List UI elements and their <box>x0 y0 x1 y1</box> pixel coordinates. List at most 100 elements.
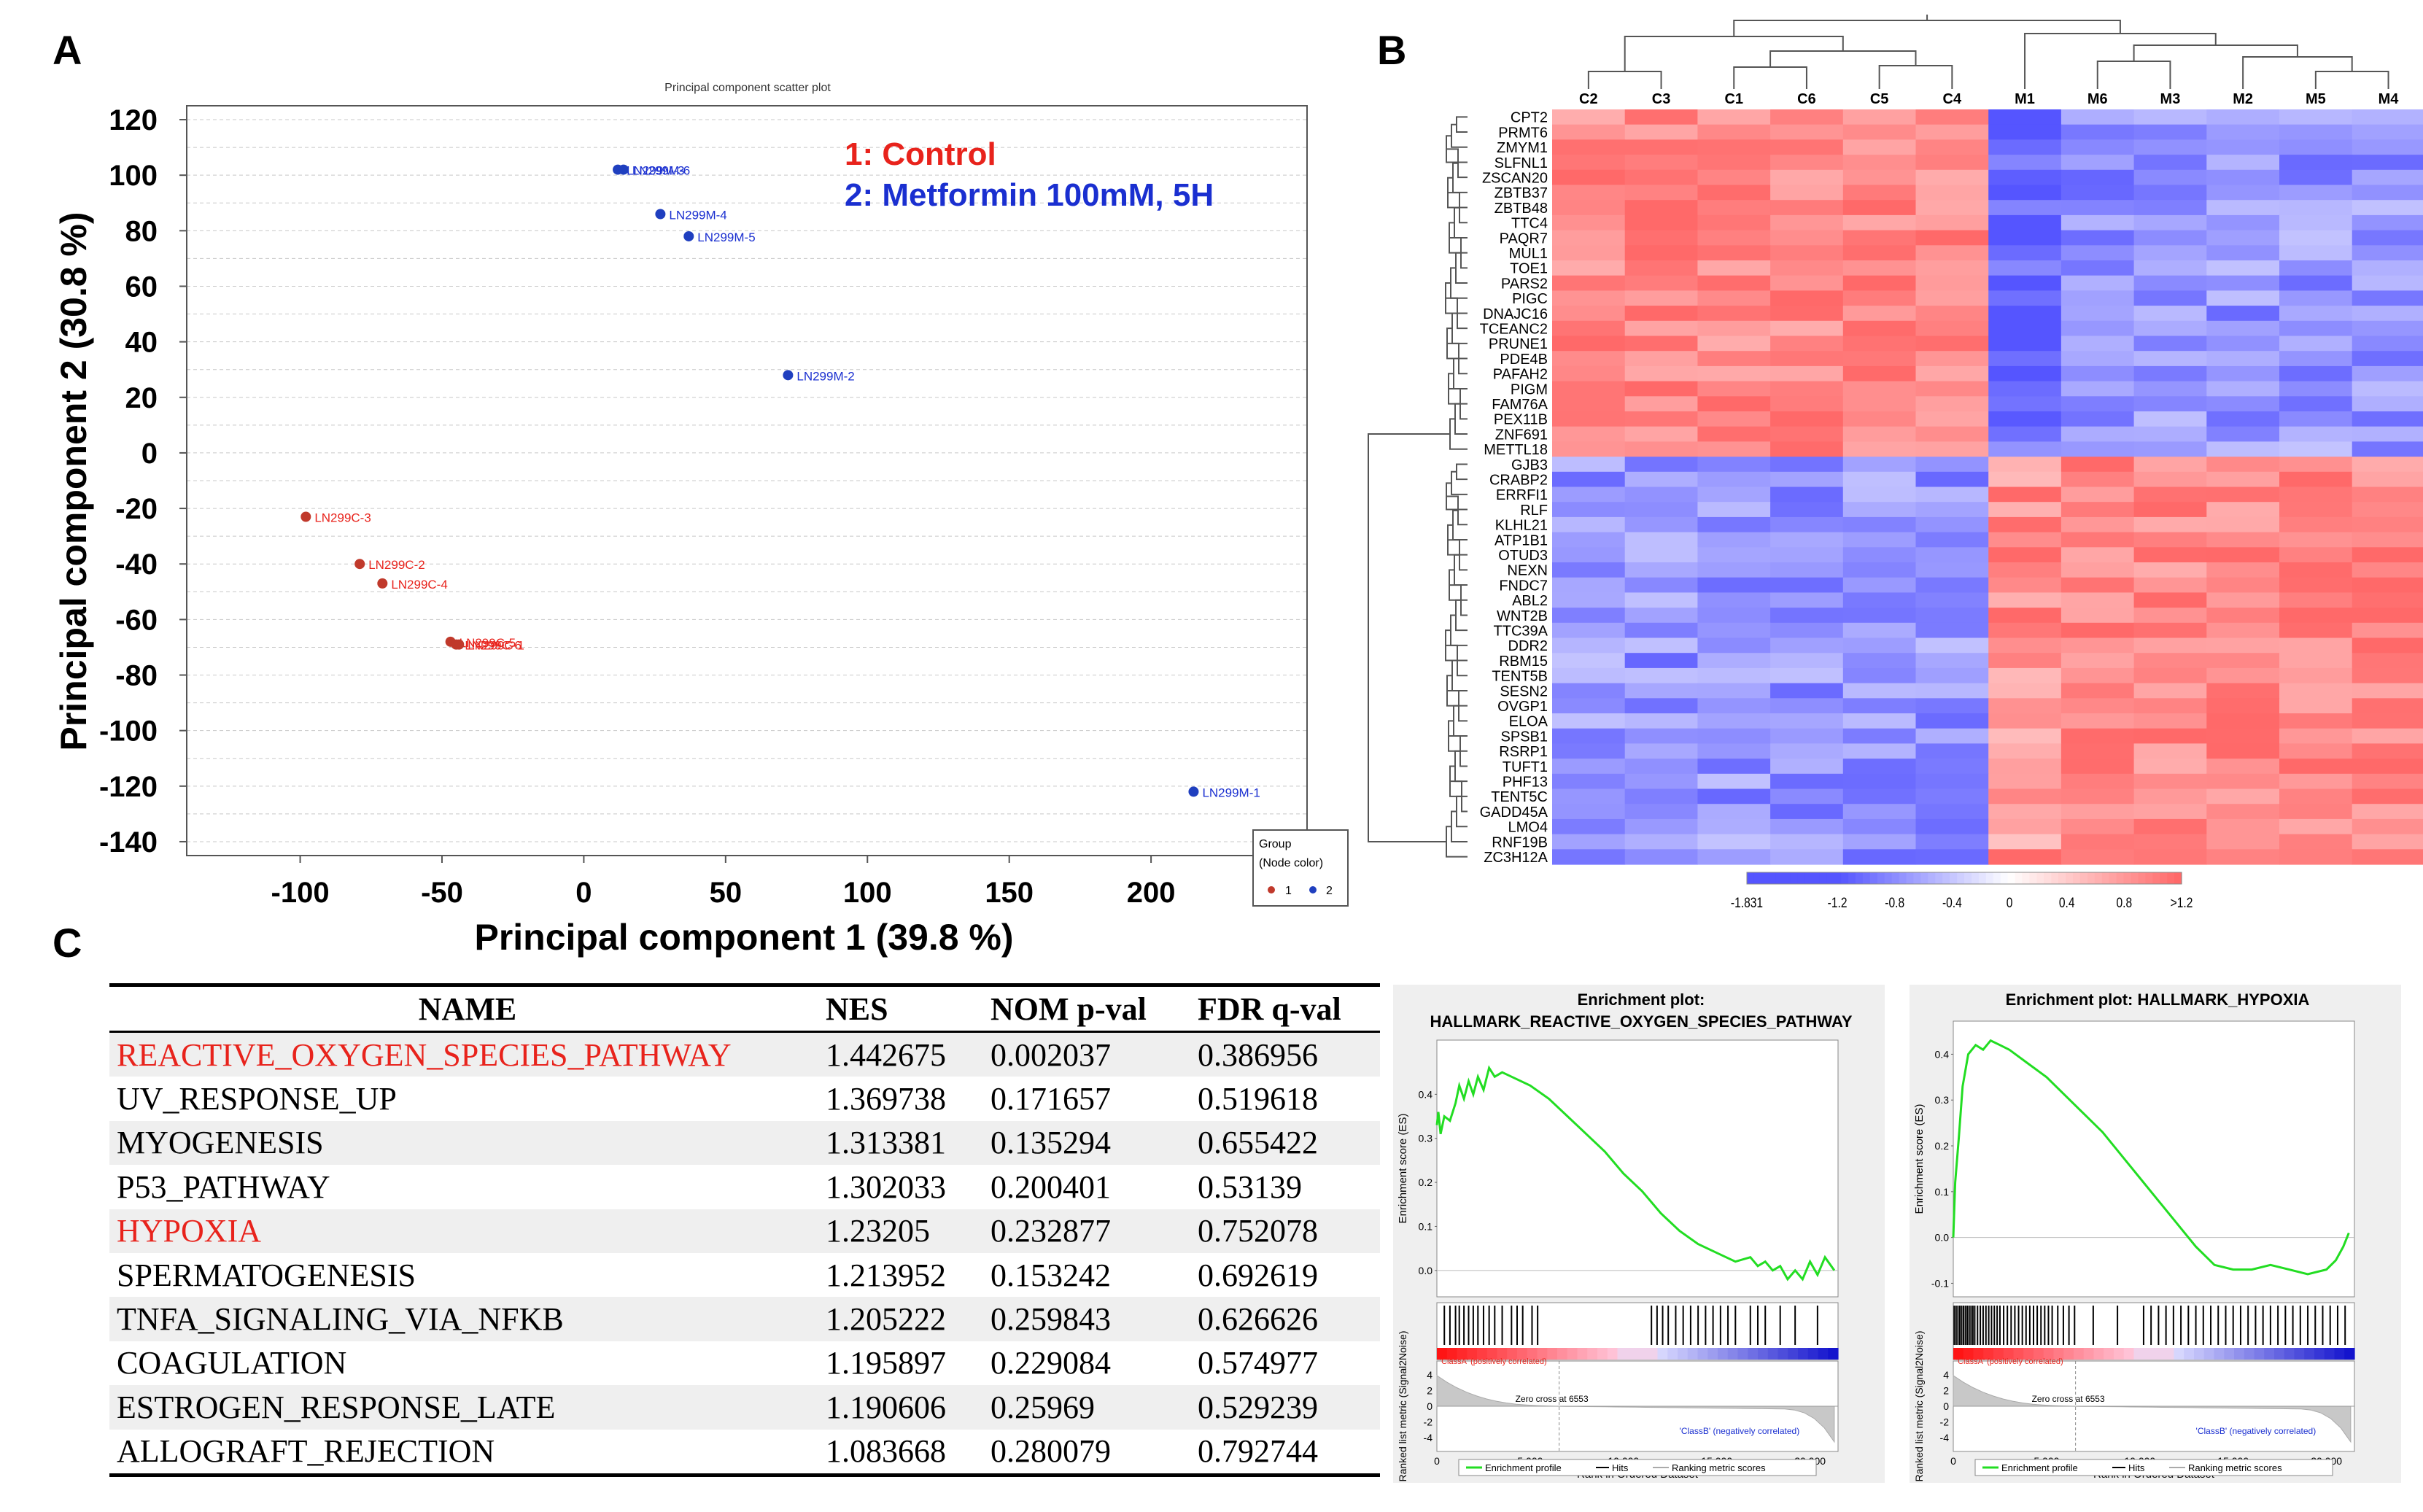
heatmap-cell <box>1624 320 1698 337</box>
heatmap-cell <box>2206 773 2280 790</box>
es-y-tick-label: 0.4 <box>1935 1048 1950 1060</box>
heatmap-cell <box>1988 306 2062 322</box>
heatmap-cell <box>2060 260 2135 276</box>
heatmap-cell <box>1842 169 1917 186</box>
rank-color-segment <box>1687 1348 1699 1360</box>
heatmap-row-label: ZNF691 <box>1495 427 1548 443</box>
heatmap-cell <box>1988 562 2062 578</box>
heatmap-cell <box>1915 169 1989 186</box>
rank-color-segment <box>1437 1348 1448 1360</box>
heatmap-cell <box>1624 592 1698 608</box>
color-scale-label: -1.2 <box>1828 895 1848 911</box>
heatmap-cell <box>2279 320 2353 337</box>
heatmap-cell <box>1624 834 1698 850</box>
heatmap-row-label: GADD45A <box>1480 805 1548 821</box>
rank-color-segment <box>1597 1348 1608 1360</box>
heatmap-cell <box>2206 245 2280 261</box>
heatmap-cell <box>2352 516 2423 533</box>
rank-color-segment <box>1667 1348 1678 1360</box>
dendrogram-branch <box>2314 71 2389 89</box>
pca-point <box>301 511 311 522</box>
heatmap-cell <box>1552 834 1626 850</box>
heatmap-row-label: TENT5B <box>1492 669 1548 685</box>
heatmap-cell <box>2206 411 2280 427</box>
heatmap-cell <box>1770 426 1844 442</box>
heatmap-cell <box>2352 365 2423 382</box>
heatmap-cell <box>1552 185 1626 201</box>
heatmap-cell <box>2279 200 2353 216</box>
heatmap-cell <box>2133 516 2207 533</box>
heatmap-cell <box>1988 818 2062 835</box>
legend-profile-label: Enrichment profile <box>2001 1462 2078 1473</box>
heatmap-cell <box>1842 381 1917 397</box>
heatmap-cell <box>1842 516 1917 533</box>
heatmap-cell <box>1915 275 1989 291</box>
heatmap-cell <box>2133 592 2207 608</box>
heatmap-cell <box>2206 502 2280 518</box>
heatmap-cell <box>2060 849 2135 865</box>
pca-plot-frame <box>186 105 1308 856</box>
heatmap-row-label: CPT2 <box>1511 110 1548 126</box>
heatmap-cell <box>1770 320 1844 337</box>
heatmap-cell <box>1770 818 1844 835</box>
heatmap-cell <box>2206 849 2280 865</box>
heatmap-cell <box>2060 411 2135 427</box>
heatmap-cell <box>2279 637 2353 654</box>
heatmap-cell <box>1697 290 1771 306</box>
heatmap-row-label: MUL1 <box>1509 246 1548 262</box>
legend-profile-label: Enrichment profile <box>1485 1462 1562 1473</box>
heatmap-cell <box>1915 426 1989 442</box>
heatmap-cell <box>2279 834 2353 850</box>
color-scale-frame <box>1746 872 2182 885</box>
rank-color-segment <box>1647 1348 1659 1360</box>
heatmap-cell <box>1770 306 1844 322</box>
pca-y-tick-label: 100 <box>109 160 158 192</box>
heatmap-cell <box>1770 683 1844 699</box>
heatmap-cell <box>2133 245 2207 261</box>
heatmap-cell <box>1552 381 1626 397</box>
heatmap-cell <box>1915 411 1989 427</box>
heatmap-cell <box>1770 200 1844 216</box>
heatmap-cell <box>1770 441 1844 457</box>
heatmap-cell <box>2133 713 2207 729</box>
heatmap-cell <box>1988 290 2062 306</box>
color-scale-segment <box>2051 872 2059 884</box>
heatmap-cell <box>2206 139 2280 155</box>
heatmap-cell <box>2060 743 2135 759</box>
heatmap-cell <box>1842 230 1917 246</box>
heatmap-cell <box>1624 637 1698 654</box>
heatmap-cell <box>2133 275 2207 291</box>
rank-color-segment <box>1657 1348 1668 1360</box>
heatmap-cell <box>2352 109 2423 125</box>
enrichment-title: Enrichment plot: <box>1578 990 1705 1009</box>
heatmap-cell <box>2060 214 2135 231</box>
rank-color-segment <box>2234 1348 2245 1360</box>
heatmap-cell <box>1624 457 1698 473</box>
heatmap-cell <box>2352 426 2423 442</box>
heatmap-cell <box>1842 849 1917 865</box>
heatmap-cell <box>2279 245 2353 261</box>
heatmap-cell <box>2133 169 2207 186</box>
heatmap-cell <box>2279 155 2353 171</box>
nes-value: 1.205222 <box>818 1297 983 1341</box>
pca-x-ticks: -100 -50 0 50 100 150 200 <box>271 856 1176 909</box>
header-nes: NES <box>818 983 983 1033</box>
heatmap-cell <box>2279 365 2353 382</box>
heatmap-cell <box>1915 713 1989 729</box>
pca-title: Principal component scatter plot <box>664 82 831 94</box>
es-y-tick-label: 0.0 <box>1935 1232 1950 1244</box>
nom-pval-value: 0.232877 <box>983 1209 1190 1253</box>
heatmap-cell <box>1552 773 1626 790</box>
rank-color-segment <box>2163 1348 2175 1360</box>
heatmap-cell <box>1915 306 1989 322</box>
heatmap-cell <box>2206 336 2280 352</box>
pca-point-label: LN299C-2 <box>368 558 425 572</box>
heatmap-cell <box>2206 622 2280 639</box>
fdr-qval-value: 0.792744 <box>1190 1429 1380 1477</box>
heatmap-cell <box>1915 834 1989 850</box>
heatmap-cell <box>1552 532 1626 548</box>
heatmap-cell <box>1552 713 1626 729</box>
pca-point-label: LN299M-2 <box>796 369 854 383</box>
group-legend-box: Group (Node color) 1 2 <box>1252 829 1349 907</box>
heatmap-cell <box>2133 411 2207 427</box>
